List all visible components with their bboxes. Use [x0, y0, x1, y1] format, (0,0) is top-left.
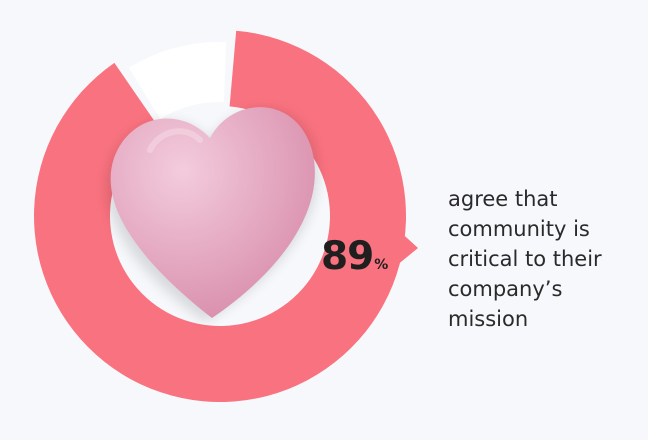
donut-pointer [396, 228, 418, 266]
caption-line: community is [448, 217, 590, 241]
percentage-value: 89 [321, 234, 374, 279]
caption-line: agree that [448, 187, 558, 211]
percentage-label: 89% [321, 234, 388, 279]
donut-slice-highlight [34, 30, 407, 402]
caption-line: critical to their [448, 247, 602, 271]
donut-slices [34, 30, 418, 402]
caption-line: mission [448, 307, 529, 331]
stat-caption: agree that community is critical to thei… [448, 184, 638, 334]
heart-icon [106, 107, 319, 322]
caption-line: company’s [448, 277, 563, 301]
donut-slice-remainder [128, 42, 227, 119]
percentage-unit: % [374, 257, 389, 273]
